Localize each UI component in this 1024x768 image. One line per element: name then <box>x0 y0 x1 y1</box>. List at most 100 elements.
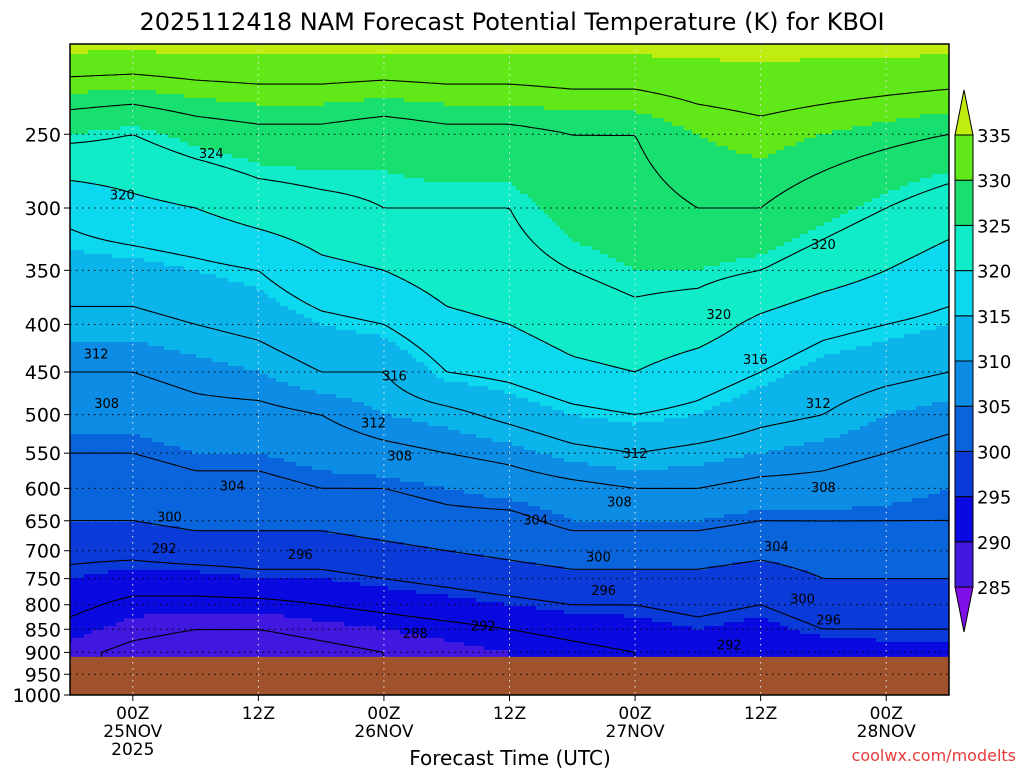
contour-label-22: 296 <box>816 614 841 629</box>
contour-label-12: 308 <box>607 496 632 511</box>
y-tick-label-350: 350 <box>25 260 61 282</box>
y-tick-label-800: 800 <box>25 595 61 617</box>
contour-line-324 <box>70 134 949 298</box>
colorbar-label-315: 315 <box>977 307 1011 328</box>
contour-line-316 <box>70 228 949 415</box>
contour-line-308 <box>70 371 949 489</box>
contour-label-17: 300 <box>157 510 182 525</box>
contour-label-16: 304 <box>764 540 789 555</box>
contour-label-21: 296 <box>591 584 616 599</box>
chart-title: 2025112418 NAM Forecast Potential Temper… <box>139 8 884 36</box>
colorbar-segment-2 <box>954 496 974 543</box>
contour-label-18: 300 <box>586 550 611 565</box>
contour-band-6 <box>70 250 949 470</box>
pressure-axis: 2503003504004505005506006507007508008509… <box>13 124 70 707</box>
x-tick-date-0: 25NOV <box>103 722 162 742</box>
contour-band-7 <box>70 182 949 426</box>
contour-label-4: 316 <box>382 370 407 385</box>
colorbar: 285 290 295 300 305 310 315 320 325 330 335 <box>954 89 1011 633</box>
contour-label-20: 296 <box>288 548 313 563</box>
contour-label-6: 312 <box>84 348 109 363</box>
contour-band-5 <box>70 342 949 522</box>
contour-labels: 324 320 320 320 316 316 312 312 312 312 308 308 308 3… <box>84 147 841 654</box>
colorbar-extend-bottom <box>954 586 974 633</box>
colorbar-label-290: 290 <box>977 533 1011 554</box>
x-tick-label-1: 12Z <box>242 704 275 724</box>
contour-label-23: 292 <box>152 542 177 557</box>
y-tick-label-850: 850 <box>25 619 61 641</box>
colorbar-segment-8 <box>954 224 974 272</box>
contour-label-2: 320 <box>811 238 836 253</box>
contour-label-10: 308 <box>94 397 119 412</box>
watermark: coolwx.com/modelts <box>852 746 1016 765</box>
colorbar-segment-3 <box>954 450 974 498</box>
colorbar-label-325: 325 <box>977 216 1011 237</box>
colorbar-label-335: 335 <box>977 126 1011 147</box>
colorbar-label-320: 320 <box>977 262 1011 283</box>
x-tick-year-0: 2025 <box>111 740 154 760</box>
x-tick-label-0: 00Z <box>116 704 149 724</box>
x-tick-label-3: 12Z <box>493 704 526 724</box>
y-tick-label-650: 650 <box>25 511 61 533</box>
colorbar-extend-top <box>954 89 974 136</box>
y-tick-label-700: 700 <box>25 541 61 563</box>
y-tick-label-950: 950 <box>25 664 61 686</box>
x-tick-label-6: 00Z <box>870 704 903 724</box>
contour-line-292 <box>70 595 636 695</box>
contour-label-1: 320 <box>110 188 135 203</box>
contour-label-11: 308 <box>387 449 412 464</box>
colorbar-segment-4 <box>954 405 974 452</box>
colorbar-label-295: 295 <box>977 488 1011 509</box>
x-tick-date-6: 28NOV <box>857 722 916 742</box>
x-tick-label-2: 00Z <box>367 704 400 724</box>
x-tick-label-4: 00Z <box>618 704 651 724</box>
contour-band-9 <box>70 90 949 270</box>
contour-line-320 <box>70 179 949 373</box>
colorbar-segment-7 <box>954 270 974 317</box>
y-tick-label-300: 300 <box>25 198 61 220</box>
contour-label-19: 300 <box>790 593 815 608</box>
colorbar-label-300: 300 <box>977 442 1011 463</box>
y-tick-label-750: 750 <box>25 569 61 591</box>
contour-label-26: 288 <box>403 627 428 642</box>
colorbar-segment-9 <box>954 179 974 226</box>
x-tick-date-4: 27NOV <box>606 722 665 742</box>
contour-label-5: 316 <box>743 353 768 368</box>
x-tick-date-2: 26NOV <box>354 722 413 742</box>
contour-label-13: 308 <box>811 481 836 496</box>
contour-band-3 <box>70 522 949 642</box>
y-tick-label-500: 500 <box>25 405 61 427</box>
colorbar-segment-5 <box>954 360 974 407</box>
y-tick-label-900: 900 <box>25 642 61 664</box>
y-tick-label-250: 250 <box>25 124 61 146</box>
grid-lines <box>70 44 949 695</box>
y-tick-label-550: 550 <box>25 443 61 465</box>
x-axis-label: Forecast Time (UTC) <box>409 746 611 768</box>
x-tick-label-5: 12Z <box>744 704 777 724</box>
colorbar-label-330: 330 <box>977 171 1011 192</box>
y-tick-label-1000: 1000 <box>13 685 61 707</box>
contour-line-328 <box>70 103 949 209</box>
y-tick-label-600: 600 <box>25 478 61 500</box>
contour-label-8: 312 <box>623 447 648 462</box>
contour-label-24: 292 <box>471 619 496 634</box>
colorbar-label-310: 310 <box>977 352 1011 373</box>
contour-band-11 <box>70 44 949 62</box>
contour-line-312 <box>70 305 949 454</box>
contour-label-3: 320 <box>706 308 731 323</box>
y-tick-label-450: 450 <box>25 362 61 384</box>
contour-label-14: 304 <box>220 480 245 495</box>
colorbar-segment-1 <box>954 541 974 588</box>
contour-label-7: 312 <box>361 417 386 432</box>
contour-label-25: 292 <box>717 639 742 654</box>
colorbar-label-285: 285 <box>977 578 1011 599</box>
contour-label-15: 304 <box>523 514 548 529</box>
colorbar-segment-10 <box>954 134 974 181</box>
contour-label-9: 312 <box>806 397 831 412</box>
contour-label-0: 324 <box>199 147 224 162</box>
colorbar-segment-6 <box>954 315 974 362</box>
colorbar-label-305: 305 <box>977 397 1011 418</box>
y-tick-label-400: 400 <box>25 314 61 336</box>
